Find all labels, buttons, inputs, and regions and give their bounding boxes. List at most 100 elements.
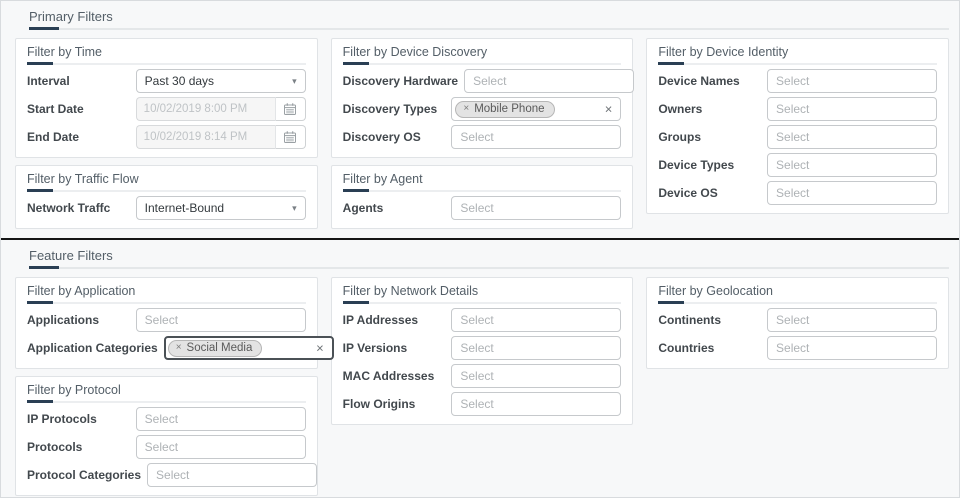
filter-by-device-identity-title: Filter by Device Identity — [658, 45, 938, 65]
applications-row: Applications — [27, 308, 306, 332]
filter-by-traffic-flow-card: Filter by Traffic Flow Network Traffc In… — [15, 165, 318, 229]
continents-label: Continents — [658, 313, 722, 327]
feature-column-3: Filter by Geolocation Continents Countri… — [646, 277, 950, 496]
device-types-row: Device Types — [658, 153, 938, 177]
applications-label: Applications — [27, 313, 100, 327]
ip-addresses-row: IP Addresses — [343, 308, 622, 332]
interval-label: Interval — [27, 74, 70, 88]
filter-by-application-card: Filter by Application Applications Appli… — [15, 277, 334, 369]
primary-column-3: Filter by Device Identity Device Names O… — [646, 38, 950, 229]
filter-by-device-identity-card: Filter by Device Identity Device Names O… — [646, 38, 950, 214]
mac-addresses-select[interactable] — [451, 364, 622, 388]
chevron-down-icon: ▾ — [292, 202, 297, 213]
applications-select[interactable] — [135, 308, 306, 332]
mac-addresses-label: MAC Addresses — [342, 369, 435, 383]
filter-by-time-card: Filter by Time Interval Past 30 days ▾ S… — [15, 38, 318, 158]
primary-filters-panel: Primary Filters Filter by Time Interval … — [1, 1, 959, 238]
protocol-categories-row: Protocol Categories — [27, 463, 318, 487]
protocols-label: Protocols — [27, 440, 83, 454]
filter-by-network-details-card: Filter by Network Details IP Addresses I… — [330, 277, 634, 425]
interval-dropdown[interactable]: Past 30 days ▾ — [135, 69, 306, 93]
agents-label: Agents — [342, 201, 384, 215]
section-divider — [1, 238, 959, 240]
groups-row: Groups — [658, 125, 938, 149]
continents-select[interactable] — [767, 308, 938, 332]
flow-origins-label: Flow Origins — [342, 397, 416, 411]
ip-versions-label: IP Versions — [342, 341, 408, 355]
device-names-label: Device Names — [658, 74, 740, 88]
groups-label: Groups — [658, 130, 702, 144]
device-os-select[interactable] — [767, 181, 938, 205]
owners-row: Owners — [658, 97, 938, 121]
primary-filters-columns: Filter by Time Interval Past 30 days ▾ S… — [15, 38, 950, 229]
feature-column-1: Filter by Application Applications Appli… — [15, 277, 334, 496]
filter-by-agent-card: Filter by Agent Agents — [330, 165, 634, 229]
ip-addresses-select[interactable] — [451, 308, 622, 332]
start-date-calendar-button[interactable] — [275, 97, 306, 121]
device-names-select[interactable] — [767, 69, 938, 93]
application-categories-row: Application Categories × Social Media × — [27, 336, 334, 360]
social-media-tag: × Social Media — [167, 339, 263, 357]
end-date-row: End Date — [27, 125, 306, 149]
owners-label: Owners — [658, 102, 703, 116]
feature-filters-panel: Feature Filters Filter by Application Ap… — [1, 240, 959, 497]
clear-icon[interactable]: × — [316, 340, 324, 356]
device-types-label: Device Types — [658, 158, 735, 172]
protocol-categories-label: Protocol Categories — [27, 468, 142, 482]
calendar-icon — [284, 131, 297, 143]
protocols-select[interactable] — [135, 435, 306, 459]
start-date-input[interactable] — [135, 97, 276, 121]
end-date-calendar-button[interactable] — [275, 125, 306, 149]
discovery-types-select[interactable]: × Mobile Phone × — [451, 97, 622, 121]
filter-by-application-title: Filter by Application — [27, 284, 306, 304]
filter-by-traffic-flow-title: Filter by Traffic Flow — [27, 172, 306, 192]
social-media-tag-label: Social Media — [186, 341, 253, 354]
protocols-row: Protocols — [27, 435, 306, 459]
protocol-categories-select[interactable] — [147, 463, 318, 487]
application-categories-select[interactable]: × Social Media × — [163, 336, 334, 360]
agents-select[interactable] — [451, 196, 622, 220]
flow-origins-select[interactable] — [451, 392, 622, 416]
primary-column-1: Filter by Time Interval Past 30 days ▾ S… — [15, 38, 318, 229]
primary-filters-title: Primary Filters — [29, 6, 949, 30]
continents-row: Continents — [658, 308, 938, 332]
ip-versions-select[interactable] — [451, 336, 622, 360]
groups-select[interactable] — [767, 125, 938, 149]
feature-column-2: Filter by Network Details IP Addresses I… — [330, 277, 634, 496]
ip-protocols-select[interactable] — [135, 407, 306, 431]
filter-by-network-details-title: Filter by Network Details — [342, 284, 622, 304]
countries-select[interactable] — [767, 336, 938, 360]
start-date-row: Start Date — [27, 97, 306, 121]
filter-by-time-title: Filter by Time — [27, 45, 306, 65]
ip-addresses-label: IP Addresses — [342, 313, 419, 327]
device-types-select[interactable] — [767, 153, 938, 177]
tag-remove-icon[interactable]: × — [175, 341, 182, 353]
feature-filters-columns: Filter by Application Applications Appli… — [15, 277, 950, 496]
interval-row: Interval Past 30 days ▾ — [27, 69, 306, 93]
end-date-input[interactable] — [135, 125, 276, 149]
start-date-label: Start Date — [27, 102, 84, 116]
tag-remove-icon[interactable]: × — [463, 102, 470, 114]
mobile-phone-tag-label: Mobile Phone — [474, 102, 545, 115]
discovery-os-select[interactable] — [451, 125, 622, 149]
filter-by-device-discovery-title: Filter by Device Discovery — [342, 45, 622, 65]
network-traffic-dropdown[interactable]: Internet-Bound ▾ — [135, 196, 306, 220]
ip-protocols-label: IP Protocols — [27, 412, 97, 426]
countries-label: Countries — [658, 341, 715, 355]
mac-addresses-row: MAC Addresses — [343, 364, 622, 388]
network-traffic-row: Network Traffc Internet-Bound ▾ — [27, 196, 306, 220]
filter-by-geolocation-title: Filter by Geolocation — [658, 284, 938, 304]
network-traffic-value: Internet-Bound — [144, 201, 225, 215]
clear-icon[interactable]: × — [604, 101, 613, 117]
discovery-hardware-select[interactable] — [464, 69, 635, 93]
flow-origins-row: Flow Origins — [343, 392, 622, 416]
owners-select[interactable] — [767, 97, 938, 121]
filter-by-geolocation-card: Filter by Geolocation Continents Countri… — [646, 277, 950, 369]
end-date-label: End Date — [27, 130, 80, 144]
discovery-hardware-label: Discovery Hardware — [342, 74, 459, 88]
application-categories-label: Application Categories — [27, 341, 158, 355]
ip-protocols-row: IP Protocols — [27, 407, 306, 431]
primary-column-2: Filter by Device Discovery Discovery Har… — [330, 38, 635, 229]
countries-row: Countries — [658, 336, 938, 360]
device-os-label: Device OS — [658, 186, 718, 200]
